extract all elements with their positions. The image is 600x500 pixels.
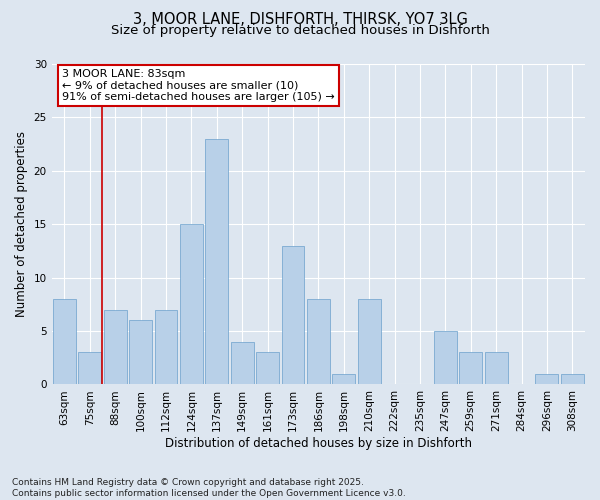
Bar xyxy=(561,374,584,384)
Bar xyxy=(459,352,482,384)
Text: Contains HM Land Registry data © Crown copyright and database right 2025.
Contai: Contains HM Land Registry data © Crown c… xyxy=(12,478,406,498)
Bar xyxy=(434,331,457,384)
Text: 3 MOOR LANE: 83sqm
← 9% of detached houses are smaller (10)
91% of semi-detached: 3 MOOR LANE: 83sqm ← 9% of detached hous… xyxy=(62,69,335,102)
X-axis label: Distribution of detached houses by size in Dishforth: Distribution of detached houses by size … xyxy=(165,437,472,450)
Bar xyxy=(485,352,508,384)
Bar xyxy=(155,310,178,384)
Bar xyxy=(53,299,76,384)
Bar xyxy=(281,246,304,384)
Bar xyxy=(332,374,355,384)
Bar xyxy=(231,342,254,384)
Bar xyxy=(129,320,152,384)
Bar xyxy=(205,139,228,384)
Text: Size of property relative to detached houses in Dishforth: Size of property relative to detached ho… xyxy=(110,24,490,37)
Bar xyxy=(180,224,203,384)
Bar xyxy=(104,310,127,384)
Bar xyxy=(535,374,559,384)
Bar xyxy=(307,299,330,384)
Bar xyxy=(358,299,380,384)
Y-axis label: Number of detached properties: Number of detached properties xyxy=(15,131,28,317)
Bar xyxy=(256,352,279,384)
Text: 3, MOOR LANE, DISHFORTH, THIRSK, YO7 3LG: 3, MOOR LANE, DISHFORTH, THIRSK, YO7 3LG xyxy=(133,12,467,28)
Bar xyxy=(79,352,101,384)
